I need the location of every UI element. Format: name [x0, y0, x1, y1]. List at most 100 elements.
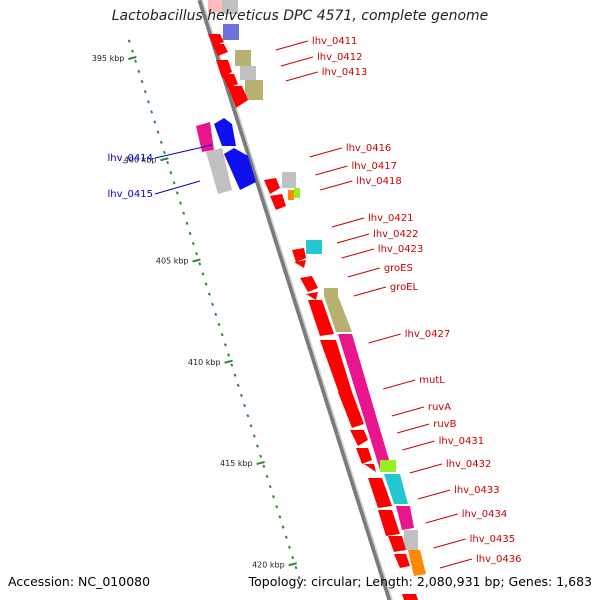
label-leader	[309, 147, 342, 158]
label-leader	[439, 558, 473, 569]
gene-label-lhv_0436: lhv_0436	[476, 554, 521, 565]
scale-dot	[288, 545, 292, 549]
label-leader	[396, 423, 430, 434]
scale-dot	[198, 262, 202, 266]
gene-block	[282, 172, 296, 188]
label-leader	[154, 180, 201, 195]
scale-label: 395 kbp	[92, 54, 125, 63]
scale-dot	[182, 211, 186, 215]
gene-label-leaders	[154, 40, 473, 569]
gene-block	[222, 0, 238, 14]
gene-block	[288, 190, 294, 200]
gene-block	[240, 66, 256, 80]
scale-dot	[185, 221, 189, 225]
scale-dot	[233, 373, 237, 377]
scale-ticks: 395 kbp 400 kbp 405 kbp 410 kbp 415 kbp 420 k…	[92, 54, 297, 569]
scale-dot	[153, 120, 157, 124]
scale-dot	[159, 140, 163, 144]
gene-lhv_0435	[408, 550, 426, 576]
label-leader	[331, 217, 365, 228]
scale-tick	[288, 562, 297, 567]
scale-track-dots	[127, 39, 301, 580]
scale-dot	[201, 272, 205, 276]
gene-arrow	[212, 44, 228, 56]
gene-arrow	[394, 554, 410, 568]
scale-dot	[227, 353, 231, 357]
scale-dot	[207, 292, 211, 296]
gene-label-lhv_0433: lhv_0433	[454, 485, 499, 496]
gene-label-lhv_0417: lhv_0417	[352, 161, 397, 172]
label-leader	[280, 56, 314, 67]
gene-lhv_0433	[396, 506, 414, 530]
scale-dot	[188, 231, 192, 236]
scale-dot	[243, 403, 247, 408]
label-leader	[336, 233, 370, 244]
accession-text: Accession: NC_010080	[8, 574, 151, 589]
scale-dot	[150, 110, 154, 114]
gene-ruvA	[338, 392, 364, 428]
scale-label: 400 kbp	[124, 155, 157, 164]
scale-dot	[255, 444, 259, 448]
scale-dot	[230, 363, 234, 367]
label-leader	[391, 406, 424, 417]
scale-dot	[162, 150, 166, 155]
gene-label-lhv_0423: lhv_0423	[378, 244, 423, 255]
gene-label-lhv_0434: lhv_0434	[462, 509, 507, 520]
gene-arrow	[228, 86, 248, 108]
gene-label-lhv_0422: lhv_0422	[373, 229, 418, 240]
gene-arrow	[294, 260, 306, 268]
gene-lhv_0431	[380, 460, 396, 472]
gene-label-groEL: groEL	[390, 282, 419, 293]
label-leader	[341, 248, 374, 259]
label-leader	[368, 333, 401, 344]
scale-label: 405 kbp	[156, 257, 189, 266]
gene-arrow	[388, 536, 406, 552]
gene-block	[306, 240, 322, 254]
scale-dot	[137, 69, 141, 74]
scale-dot	[156, 130, 160, 134]
scale-dot	[223, 343, 227, 347]
scale-dot	[284, 535, 288, 539]
gene-label-lhv_0432: lhv_0432	[446, 459, 491, 470]
label-leader	[347, 267, 380, 278]
scale-dot	[281, 525, 285, 529]
scale-dot	[220, 332, 224, 337]
label-leader	[275, 40, 309, 51]
scale-tick	[256, 461, 265, 465]
scale-dot	[214, 312, 218, 317]
gene-arrow	[222, 74, 238, 88]
gene-label-lhv_0414: lhv_0414	[108, 153, 153, 164]
scale-dot	[130, 49, 134, 53]
gene-groES	[324, 288, 338, 296]
gene-arrow	[308, 300, 334, 336]
gene-block	[224, 148, 256, 190]
gene-arrow	[292, 248, 306, 262]
gene-label-ruvB: ruvB	[433, 419, 456, 430]
label-leader	[320, 180, 353, 191]
gene-block	[214, 118, 236, 146]
scale-label: 410 kbp	[188, 358, 221, 367]
gene-groEL	[324, 296, 352, 332]
gene-arrow	[402, 594, 418, 600]
gene-block	[223, 24, 239, 40]
scale-dot	[278, 515, 282, 519]
label-leader	[433, 538, 466, 549]
scale-dot	[172, 181, 176, 185]
gene-label-lhv_0431: lhv_0431	[439, 436, 484, 447]
scale-dot	[204, 282, 208, 286]
genome-backbone	[197, 0, 393, 600]
label-leader	[285, 71, 318, 82]
gene-lhv_0427	[338, 334, 392, 470]
gene-label-lhv_0427: lhv_0427	[405, 329, 450, 340]
gene-features	[196, 0, 426, 600]
scale-dot	[191, 241, 195, 246]
gene-labels: lhv_0411 lhv_0412 lhv_0413 lhv_0416 lhv_0417…	[108, 36, 522, 565]
scale-dot	[143, 89, 147, 94]
gene-label-lhv_0415: lhv_0415	[108, 189, 153, 200]
label-leader	[425, 513, 458, 524]
scale-dot	[297, 575, 301, 580]
scale-dot	[169, 170, 173, 175]
label-leader	[353, 286, 386, 297]
scale-tick	[192, 258, 201, 263]
scale-dot	[271, 494, 275, 499]
